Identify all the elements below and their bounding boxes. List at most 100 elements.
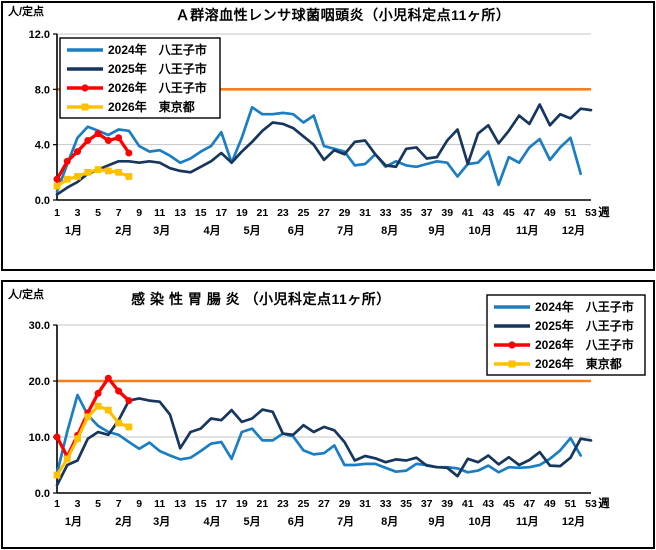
y-axis-unit-label: 人/定点	[8, 4, 44, 18]
legend-marker-sample	[508, 360, 516, 368]
series-point-marker	[74, 173, 81, 180]
week-tick-label: 31	[359, 498, 371, 510]
series-point-marker	[84, 168, 92, 176]
week-tick-label: 19	[236, 498, 248, 510]
month-label: 2月	[115, 515, 132, 528]
week-tick-label: 35	[400, 498, 412, 510]
legend-entry-label: 2026年 東京都	[108, 99, 195, 114]
y-tick-label: 4.0	[35, 140, 50, 152]
week-tick-label: 27	[318, 498, 330, 510]
week-axis-caption: 週	[598, 205, 610, 219]
month-label: 7月	[337, 224, 354, 237]
legend-marker-sample	[81, 103, 89, 111]
series-point-marker	[115, 387, 123, 395]
series-point-marker	[53, 471, 61, 479]
month-label: 3月	[153, 224, 170, 237]
month-label: 11月	[516, 515, 539, 528]
month-label: 6月	[288, 515, 305, 528]
month-label: 8月	[381, 515, 398, 528]
month-label: 1月	[65, 515, 82, 528]
plot-area: 0.04.08.012.01 3 5 7 9 11 13 15 17 19 21 23 25 27 29 31…	[29, 29, 611, 237]
series-point-marker	[94, 166, 102, 173]
series-point-marker	[115, 168, 123, 176]
legend-marker-sample	[81, 84, 89, 92]
month-label: 5月	[244, 224, 261, 237]
y-tick-label: 8.0	[35, 84, 50, 96]
strep-pharyngitis-chart: 人/定点 Ａ群溶血性レンサ球菌咽頭炎（小児科定点11ヶ所） 0.0 4.0 8.0 1…	[8, 4, 611, 237]
series-line	[55, 105, 583, 194]
week-tick-label: 17	[215, 498, 227, 510]
week-tick-label: 21	[257, 498, 269, 510]
month-label: 7月	[337, 515, 354, 528]
chart-title: Ａ群溶血性レンサ球菌咽頭炎（小児科定点11ヶ所）	[176, 7, 511, 23]
series-line	[55, 103, 593, 196]
series-point-marker	[63, 175, 71, 183]
week-tick-label: 51	[565, 498, 577, 510]
month-label: 2月	[115, 224, 132, 237]
week-tick-label: 1	[54, 498, 60, 510]
week-tick-label: 41	[462, 207, 474, 219]
chart-panel-strep-pharyngitis: 人/定点 Ａ群溶血性レンサ球菌咽頭炎（小児科定点11ヶ所） 0.0 4.0 8.0 1…	[1, 1, 655, 271]
week-tick-label: 43	[482, 207, 494, 219]
week-tick-label: 9	[136, 207, 142, 219]
month-label: 1月	[65, 224, 82, 237]
week-tick-label: 17	[215, 207, 227, 219]
week-tick-label: 35	[400, 207, 412, 219]
series-point-marker	[104, 374, 112, 382]
month-label: 6月	[288, 224, 305, 237]
week-tick-label: 51	[565, 207, 577, 219]
week-tick-label: 15	[195, 207, 207, 219]
series-point-marker	[125, 423, 133, 431]
month-label: 9月	[428, 224, 445, 237]
series-point-marker	[53, 182, 61, 190]
series-point-marker	[94, 130, 102, 138]
week-tick-label: 7	[116, 207, 122, 219]
week-tick-label: 13	[174, 207, 186, 219]
week-tick-label: 3	[75, 498, 81, 510]
series-point-marker	[125, 173, 133, 180]
week-tick-label: 1	[54, 207, 60, 219]
y-tick-label: 30.0	[29, 320, 50, 332]
y-tick-label: 0.0	[35, 195, 50, 207]
month-label: 10月	[468, 224, 491, 237]
chart-title: 感 染 性 胃 腸 炎 （小児科定点11ヶ所）	[131, 291, 391, 307]
week-tick-label: 29	[339, 207, 351, 219]
series-point-marker	[84, 413, 92, 421]
month-label: 12月	[562, 515, 585, 528]
series-point-marker	[63, 455, 71, 463]
week-tick-label: 53	[585, 207, 597, 219]
week-tick-label: 31	[359, 207, 371, 219]
week-tick-label: 41	[462, 498, 474, 510]
series-point-marker	[53, 175, 61, 183]
week-tick-label: 11	[154, 207, 165, 219]
y-tick-label: 10.0	[29, 432, 50, 444]
week-tick-label: 27	[318, 207, 330, 219]
week-tick-label: 23	[277, 207, 289, 219]
week-tick-label: 33	[380, 207, 392, 219]
week-tick-label: 33	[380, 498, 392, 510]
week-tick-label: 39	[441, 207, 453, 219]
week-tick-label: 5	[95, 207, 101, 219]
series-point-marker	[53, 433, 61, 441]
y-tick-label: 0.0	[35, 488, 50, 500]
month-label: 9月	[428, 515, 445, 528]
series-point-marker	[63, 157, 71, 165]
week-axis-caption: 週	[598, 496, 610, 510]
legend-entry-label: 2026年 東京都	[535, 356, 622, 371]
legend-marker-sample	[508, 341, 516, 349]
series-line	[55, 393, 583, 475]
week-tick-label: 25	[298, 207, 310, 219]
series-point-marker	[94, 402, 102, 410]
month-label: 8月	[381, 224, 398, 237]
y-tick-label: 12.0	[29, 29, 50, 41]
series-point-marker	[74, 148, 82, 156]
series-point-marker	[125, 149, 133, 157]
week-tick-label: 29	[339, 498, 351, 510]
week-tick-label: 19	[236, 207, 248, 219]
series-line	[55, 397, 593, 487]
week-tick-label: 53	[585, 498, 597, 510]
series-point-marker	[74, 435, 81, 443]
week-tick-label: 5	[95, 498, 101, 510]
month-label: 11月	[516, 224, 539, 237]
